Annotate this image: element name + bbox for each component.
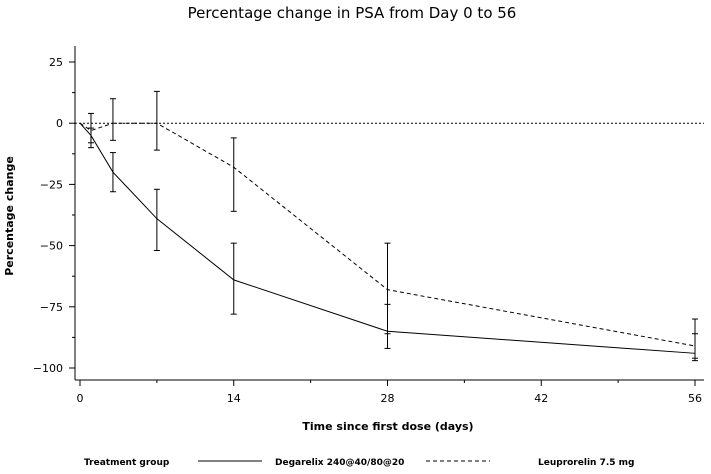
series-degarelix <box>79 122 698 362</box>
series-layer <box>79 90 698 362</box>
plot-area <box>74 46 704 381</box>
x-axis-ticks: 0 14 28 42 56 <box>77 380 702 405</box>
error-bar-degarelix <box>153 188 160 251</box>
error-bar-leuprorelin <box>87 112 94 149</box>
x-tick-label: 28 <box>381 392 395 405</box>
error-bar-leuprorelin <box>384 242 391 335</box>
y-tick-label: 0 <box>56 117 63 130</box>
legend-label-degarelix: Degarelix 240@40/80@20 <box>275 458 404 468</box>
y-axis-ticks: 25 0 −25 −50 −75 −100 <box>33 56 75 375</box>
legend-label-leuprorelin: Leuprorelin 7.5 mg <box>538 458 634 468</box>
error-bar-leuprorelin <box>109 98 116 141</box>
x-axis-label: Time since first dose (days) <box>302 420 473 433</box>
x-tick-label: 14 <box>227 392 241 405</box>
y-tick-label: −100 <box>33 362 63 375</box>
y-tick-label: −25 <box>40 178 63 191</box>
x-tick-label: 0 <box>77 392 84 405</box>
y-tick-label: 25 <box>49 56 63 69</box>
y-tick-label: −50 <box>40 240 63 253</box>
x-tick-label: 56 <box>688 392 702 405</box>
error-bar-leuprorelin <box>153 90 160 151</box>
chart-title: Percentage change in PSA from Day 0 to 5… <box>188 4 517 22</box>
y-tick-label: −75 <box>40 301 63 314</box>
x-tick-label: 42 <box>534 392 548 405</box>
error-bar-leuprorelin <box>692 318 698 359</box>
error-bar-degarelix <box>230 242 237 315</box>
series-leuprorelin <box>79 90 698 359</box>
error-bar-leuprorelin <box>230 137 237 212</box>
legend-title: Treatment group <box>84 458 170 468</box>
legend: Treatment group Degarelix 240@40/80@20 L… <box>84 458 634 468</box>
error-bar-degarelix <box>109 152 116 193</box>
y-axis-label: Percentage change <box>3 156 16 276</box>
